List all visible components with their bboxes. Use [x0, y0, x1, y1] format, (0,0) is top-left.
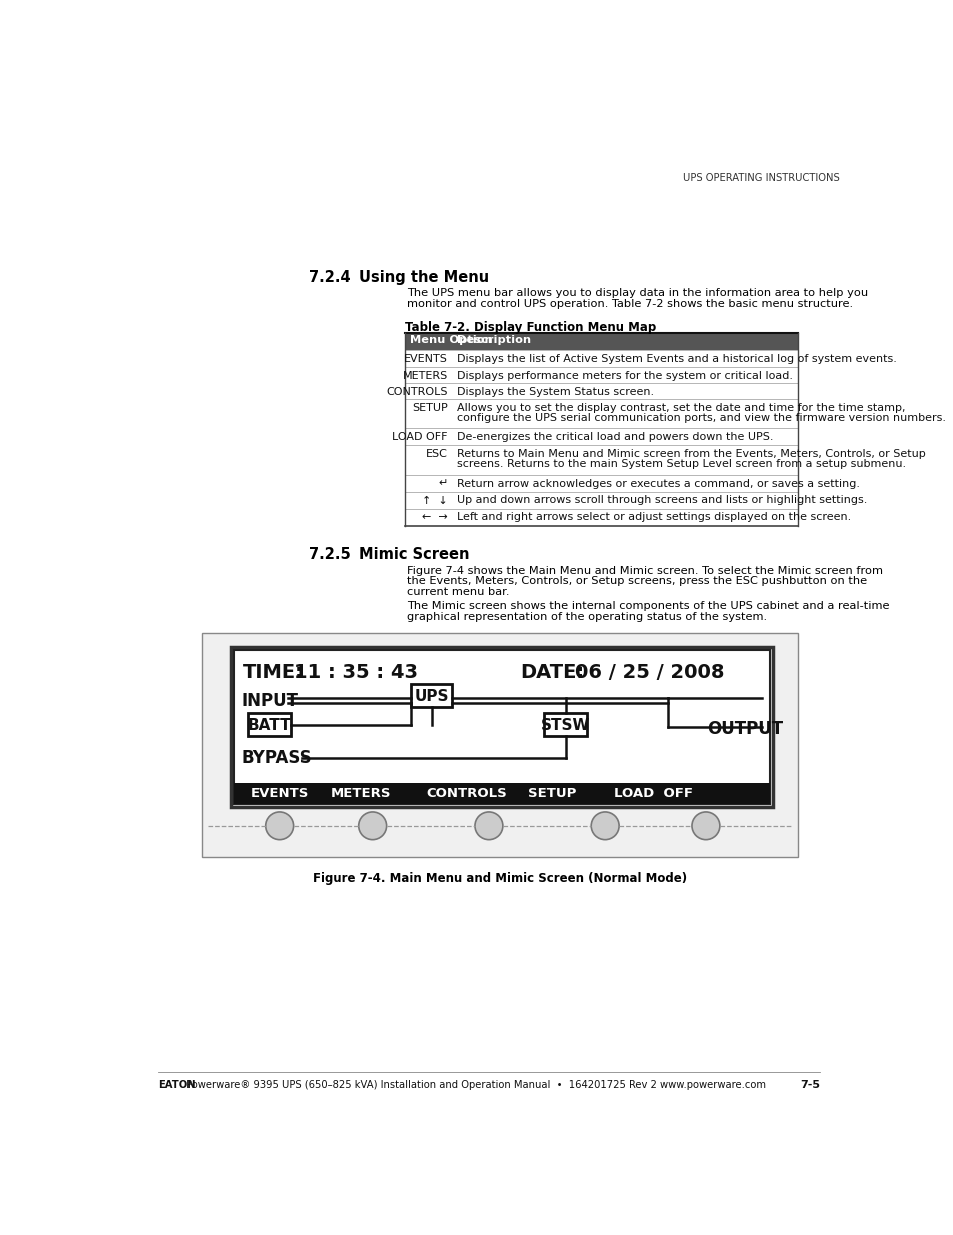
Text: the Events, Meters, Controls, or Setup screens, press the ESC pushbutton on the: the Events, Meters, Controls, or Setup s…: [406, 577, 866, 587]
Text: Up and down arrows scroll through screens and lists or highlight settings.: Up and down arrows scroll through screen…: [456, 495, 866, 505]
Text: STSW: STSW: [540, 718, 590, 734]
Text: METERS: METERS: [402, 370, 447, 380]
Text: Table 7-2. Display Function Menu Map: Table 7-2. Display Function Menu Map: [405, 321, 656, 333]
Text: De-energizes the critical load and powers down the UPS.: De-energizes the critical load and power…: [456, 432, 773, 442]
Text: Mimic Screen: Mimic Screen: [359, 547, 470, 562]
Text: Using the Menu: Using the Menu: [359, 270, 489, 285]
Text: ↵: ↵: [438, 478, 447, 489]
Bar: [202, 634, 798, 857]
Bar: [405, 333, 798, 350]
Text: OUTPUT: OUTPUT: [706, 720, 782, 737]
Text: BATT: BATT: [248, 718, 291, 734]
Bar: [231, 647, 773, 808]
Text: LOAD  OFF: LOAD OFF: [613, 787, 692, 799]
Text: Displays the System Status screen.: Displays the System Status screen.: [456, 387, 654, 396]
Text: DATE:: DATE:: [520, 662, 584, 682]
Text: 06 / 25 / 2008: 06 / 25 / 2008: [575, 662, 723, 682]
Text: TIME:: TIME:: [243, 662, 304, 682]
Text: EVENTS: EVENTS: [251, 787, 309, 799]
Text: monitor and control UPS operation. Table 7-2 shows the basic menu structure.: monitor and control UPS operation. Table…: [406, 299, 852, 309]
Text: The UPS menu bar allows you to display data in the information area to help you: The UPS menu bar allows you to display d…: [406, 288, 867, 299]
Text: Figure 7-4 shows the Main Menu and Mimic screen. To select the Mimic screen from: Figure 7-4 shows the Main Menu and Mimic…: [406, 566, 882, 576]
Text: Allows you to set the display contrast, set the date and time for the time stamp: Allows you to set the display contrast, …: [456, 403, 904, 412]
Text: Displays performance meters for the system or critical load.: Displays performance meters for the syst…: [456, 370, 792, 380]
Circle shape: [475, 811, 502, 840]
Text: Left and right arrows select or adjust settings displayed on the screen.: Left and right arrows select or adjust s…: [456, 513, 850, 522]
Text: UPS: UPS: [414, 689, 448, 704]
Text: INPUT: INPUT: [241, 692, 298, 710]
Text: CONTROLS: CONTROLS: [386, 387, 447, 396]
Text: Menu Option: Menu Option: [410, 336, 492, 346]
Text: Powerware® 9395 UPS (650–825 kVA) Installation and Operation Manual  •  16420172: Powerware® 9395 UPS (650–825 kVA) Instal…: [183, 1079, 765, 1091]
Text: ↑  ↓: ↑ ↓: [421, 495, 447, 505]
Text: Figure 7-4. Main Menu and Mimic Screen (Normal Mode): Figure 7-4. Main Menu and Mimic Screen (…: [313, 872, 686, 885]
Bar: [411, 684, 452, 708]
Circle shape: [266, 811, 294, 840]
Text: CONTROLS: CONTROLS: [426, 787, 506, 799]
Text: EVENTS: EVENTS: [403, 353, 447, 364]
Text: Returns to Main Menu and Mimic screen from the Events, Meters, Controls, or Setu: Returns to Main Menu and Mimic screen fr…: [456, 450, 925, 459]
Text: The Mimic screen shows the internal components of the UPS cabinet and a real-tim: The Mimic screen shows the internal comp…: [406, 601, 888, 611]
Text: Displays the list of Active System Events and a historical log of system events.: Displays the list of Active System Event…: [456, 353, 896, 364]
Text: configure the UPS serial communication ports, and view the firmware version numb: configure the UPS serial communication p…: [456, 412, 945, 424]
Text: EATON: EATON: [158, 1079, 195, 1091]
Text: Description: Description: [456, 336, 531, 346]
Text: 7.2.5: 7.2.5: [309, 547, 351, 562]
Text: BYPASS: BYPASS: [241, 748, 312, 767]
Bar: [248, 714, 291, 736]
Text: Return arrow acknowledges or executes a command, or saves a setting.: Return arrow acknowledges or executes a …: [456, 478, 860, 489]
Text: SETUP: SETUP: [528, 787, 577, 799]
Text: ←  →: ← →: [421, 513, 447, 522]
Text: 7.2.4: 7.2.4: [309, 270, 351, 285]
Text: LOAD OFF: LOAD OFF: [392, 432, 447, 442]
Text: graphical representation of the operating status of the system.: graphical representation of the operatin…: [406, 611, 766, 621]
Bar: [233, 783, 769, 804]
Text: ESC: ESC: [426, 450, 447, 459]
Text: UPS OPERATING INSTRUCTIONS: UPS OPERATING INSTRUCTIONS: [682, 173, 840, 183]
Text: 11 : 35 : 43: 11 : 35 : 43: [294, 662, 418, 682]
Text: screens. Returns to the main System Setup Level screen from a setup submenu.: screens. Returns to the main System Setu…: [456, 459, 905, 469]
Text: SETUP: SETUP: [412, 403, 447, 412]
Bar: [233, 651, 769, 804]
Circle shape: [591, 811, 618, 840]
Text: METERS: METERS: [331, 787, 391, 799]
Text: 7-5: 7-5: [799, 1079, 819, 1091]
Circle shape: [691, 811, 720, 840]
Bar: [543, 714, 587, 736]
Text: current menu bar.: current menu bar.: [406, 587, 509, 597]
Circle shape: [358, 811, 386, 840]
